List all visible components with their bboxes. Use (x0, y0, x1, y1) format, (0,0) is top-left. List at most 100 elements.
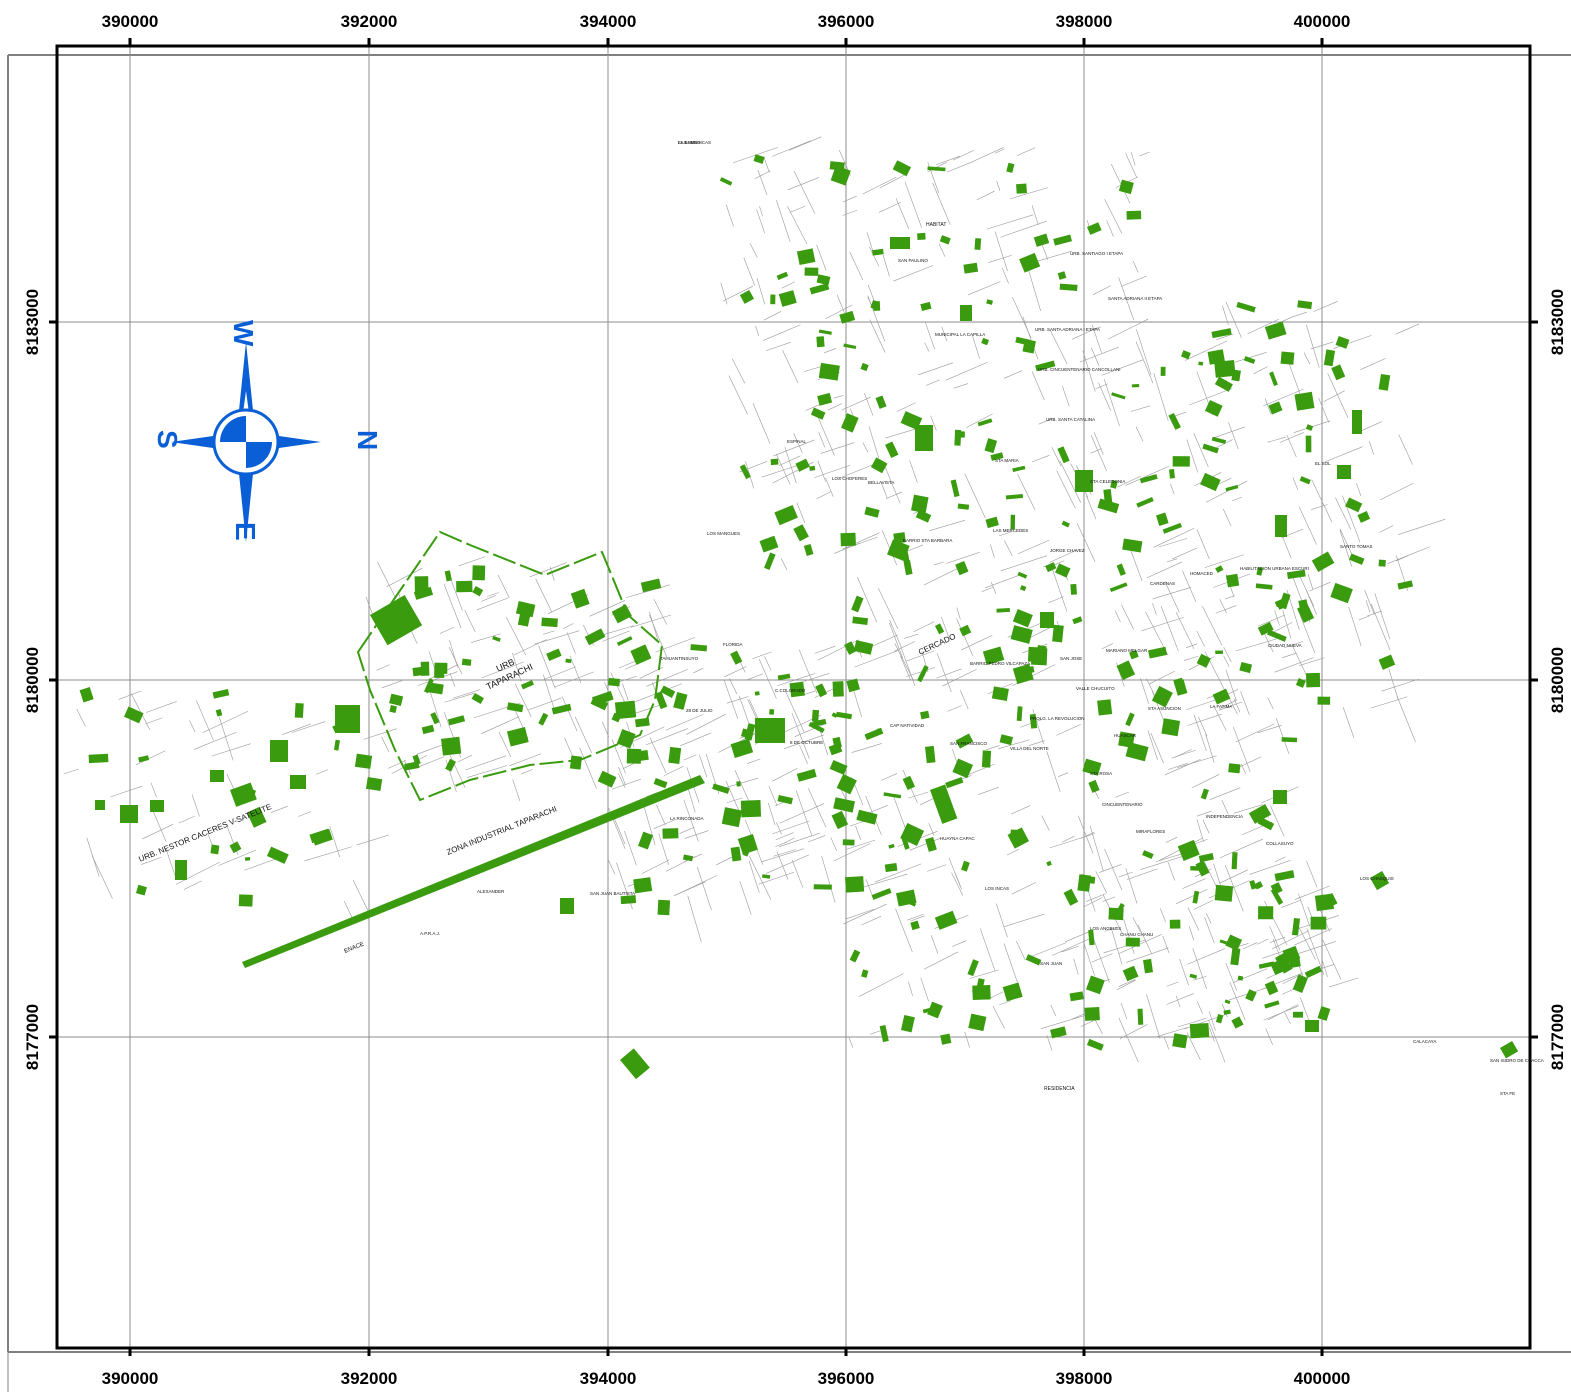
street-segment (1238, 756, 1262, 768)
street-segment (270, 805, 288, 813)
green-area (1305, 424, 1314, 431)
street-segment (841, 396, 871, 411)
street-segment (904, 633, 919, 639)
green-area (831, 810, 849, 830)
street-segment (909, 837, 941, 851)
neighborhood-label: LAS AMERICAS (678, 140, 711, 145)
green-area (777, 794, 793, 805)
street-segment (894, 643, 915, 682)
street-segment (607, 859, 616, 875)
green-area (1330, 582, 1353, 604)
street-segment (881, 773, 898, 781)
street-segment (1298, 506, 1317, 545)
green-area (1292, 974, 1308, 993)
street-segment (976, 190, 995, 201)
green-area (839, 310, 856, 324)
street-segment (1294, 885, 1330, 900)
neighborhood-label: TAHUANTINSUYO (660, 656, 699, 661)
neighborhood-label: LOS INCAS (985, 886, 1009, 891)
street-segment (1137, 924, 1153, 955)
street-segment (1356, 482, 1362, 496)
street-segment (175, 861, 220, 885)
green-area (590, 696, 609, 711)
street-segment (908, 791, 929, 799)
street-segment (1310, 504, 1328, 510)
green-area (737, 834, 758, 855)
street-segment (725, 204, 734, 227)
street-segment (1146, 561, 1183, 579)
coord-label-left: 8180000 (23, 647, 42, 713)
green-area (597, 770, 617, 788)
street-segment (282, 723, 312, 735)
green-area (996, 607, 1010, 613)
green-area (982, 646, 1005, 665)
street-segment (1011, 882, 1037, 895)
coord-label-right: 8180000 (1548, 647, 1567, 713)
street-segment (329, 826, 340, 858)
green-area (389, 705, 398, 714)
green-area (1019, 252, 1041, 273)
street-segment (1267, 436, 1286, 443)
street-segment (830, 837, 838, 852)
street-segment (1387, 546, 1430, 564)
green-area (830, 165, 851, 186)
street-segment (1076, 523, 1096, 562)
street-segment (1119, 1024, 1148, 1040)
street-segment (793, 170, 816, 214)
green-area (546, 648, 562, 661)
street-segment (649, 614, 668, 659)
street-segment (1049, 833, 1096, 849)
street-segment (1022, 316, 1039, 360)
street-segment (457, 754, 472, 763)
green-area (1088, 929, 1095, 946)
street-segment (549, 566, 555, 581)
street-segment (1177, 755, 1217, 769)
street-segment (941, 326, 948, 342)
green-area (412, 754, 421, 766)
neighborhood-label: EL SOL (1315, 461, 1331, 466)
coordinate-labels: 390000 390000 392000 392000 394000 394000 3960… (23, 12, 1567, 1388)
green-area (974, 238, 982, 250)
street-segment (1358, 615, 1370, 621)
street-segment (1160, 908, 1166, 923)
street-segment (1017, 474, 1036, 510)
coord-label-top: 390000 (102, 12, 159, 31)
street-segment (1092, 936, 1110, 983)
street-segment (467, 765, 507, 778)
green-area (1050, 1026, 1067, 1039)
street-segment (1247, 318, 1279, 335)
compass-label-top: W (228, 320, 259, 347)
green-area (1017, 571, 1028, 579)
green-area (753, 154, 765, 164)
green-area (1126, 210, 1142, 220)
street-segment (952, 940, 967, 947)
green-area (1118, 179, 1134, 195)
street-segment (1396, 555, 1409, 562)
green-area (492, 635, 501, 642)
green-area (1225, 484, 1239, 492)
street-segment (512, 652, 522, 682)
street-segment (1121, 604, 1134, 630)
green-area (654, 691, 668, 710)
green-area (967, 959, 979, 977)
green-area (1297, 603, 1315, 623)
street-segment (878, 588, 899, 629)
street-segment (729, 678, 738, 695)
street-segment (1298, 893, 1311, 927)
street-segment (444, 692, 475, 703)
street-segment (1164, 758, 1201, 776)
street-segment (471, 633, 501, 643)
street-segment (1214, 426, 1246, 438)
green-area (1033, 233, 1050, 247)
street-segment (1274, 657, 1314, 673)
street-segment (1118, 934, 1162, 954)
street-segment (889, 619, 902, 647)
street-segment (1219, 599, 1227, 614)
street-segment (996, 181, 1001, 191)
green-area (1349, 553, 1365, 565)
street-segment (1090, 435, 1108, 472)
neighborhood-label: 8 DE OCTUBRE (790, 740, 823, 745)
green-area (1063, 888, 1079, 906)
neighborhood-label: FLORIDA (723, 642, 743, 647)
coord-label-top: 400000 (1294, 12, 1351, 31)
